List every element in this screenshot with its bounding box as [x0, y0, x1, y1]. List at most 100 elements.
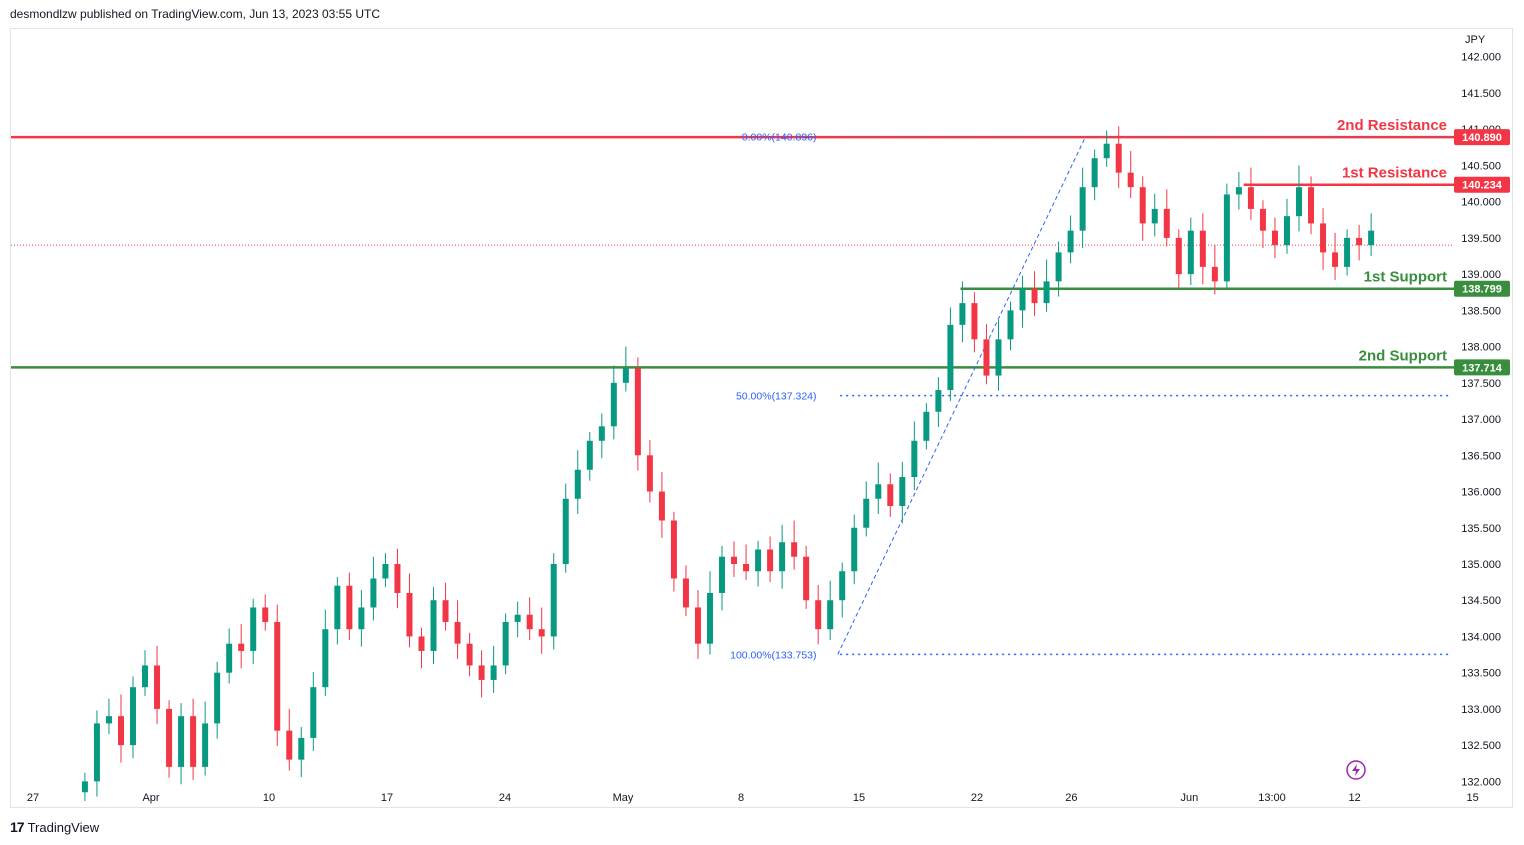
x-tick-label: 10	[263, 792, 275, 804]
candle-body	[454, 621, 461, 644]
candle-body	[1344, 237, 1351, 267]
candle-body	[370, 578, 377, 608]
brand-name: TradingView	[27, 819, 100, 835]
candle-body	[514, 614, 521, 622]
candle-body	[658, 491, 665, 521]
candle-body	[1271, 230, 1278, 246]
candle-body	[154, 665, 161, 709]
candle-body	[875, 484, 882, 499]
candle-body	[634, 368, 641, 456]
x-tick-label: Apr	[142, 792, 159, 804]
candle-body	[298, 737, 305, 760]
y-tick-label: 137.000	[1461, 414, 1501, 426]
candle-body	[1067, 230, 1074, 253]
candle-body	[1175, 237, 1182, 275]
candle-body	[93, 723, 100, 782]
level-badge	[1454, 280, 1510, 297]
y-tick-label: 135.000	[1461, 559, 1501, 571]
level-label: 2nd Support	[1359, 347, 1447, 364]
candle-body	[995, 339, 1002, 376]
candle-body	[899, 477, 906, 507]
level-badge-value: 140.890	[1462, 132, 1502, 144]
candle-body	[382, 563, 389, 579]
x-tick-label: 17	[381, 792, 393, 804]
candle-body	[1103, 143, 1110, 159]
candle-body	[202, 723, 209, 767]
candle-body	[1211, 266, 1218, 282]
x-tick-label: 27	[27, 792, 39, 804]
level-label: 1st Resistance	[1342, 165, 1447, 182]
level-badge-value: 140.234	[1462, 180, 1503, 192]
lightning-icon-glyph	[1352, 764, 1360, 776]
candle-body	[214, 672, 221, 724]
x-tick-label: 8	[738, 792, 744, 804]
candle-body	[586, 440, 593, 470]
level-badge	[1454, 129, 1510, 146]
fib-level-label: 0.00%(140.896)	[742, 132, 817, 144]
lightning-icon	[1346, 760, 1366, 780]
y-tick-label: 135.500	[1461, 523, 1501, 535]
candle-body	[682, 578, 689, 608]
currency-label: JPY	[1465, 34, 1486, 46]
y-tick-label: 140.500	[1461, 160, 1501, 172]
candle-body	[1127, 172, 1134, 188]
candle-body	[791, 542, 798, 557]
y-tick-label: 136.500	[1461, 450, 1501, 462]
candle-body	[418, 636, 425, 651]
fib-level-label: 100.00%(133.753)	[730, 649, 816, 661]
candle-body	[1091, 158, 1098, 188]
candle-body	[706, 592, 713, 644]
candle-body	[1079, 187, 1086, 231]
candle-body	[238, 643, 245, 651]
y-tick-label: 134.500	[1461, 595, 1501, 607]
candle-body	[81, 781, 88, 793]
x-tick-label: May	[613, 792, 634, 804]
candle-body	[887, 484, 894, 507]
candle-body	[1332, 252, 1339, 267]
candle-body	[839, 571, 846, 601]
candle-body	[827, 600, 834, 630]
candle-body	[105, 716, 112, 724]
level-badge-value: 137.714	[1462, 362, 1503, 374]
level-badge-value: 138.799	[1462, 284, 1502, 296]
candle-body	[670, 520, 677, 579]
price-chart[interactable]: 2nd Resistance 1st Resistance 1st Support 2…	[11, 29, 1512, 807]
level-label: 1st Support	[1364, 269, 1447, 286]
x-tick-label: Jun	[1181, 792, 1199, 804]
candle-body	[1235, 187, 1242, 195]
candle-body	[1259, 208, 1266, 231]
chart-frame[interactable]: 2nd Resistance 1st Resistance 1st Support 2…	[10, 28, 1513, 808]
candle-body	[550, 563, 557, 637]
candle-body	[646, 455, 653, 492]
candle-body	[1199, 230, 1206, 267]
candle-body	[971, 303, 978, 340]
candle-body	[983, 339, 990, 376]
candle-body	[863, 498, 870, 528]
level-badge	[1454, 359, 1510, 376]
candle-body	[142, 665, 149, 688]
y-tick-label: 140.000	[1461, 197, 1501, 209]
y-tick-label: 138.500	[1461, 305, 1501, 317]
x-tick-label: 15	[1466, 792, 1478, 804]
fib-trend-line	[837, 136, 1087, 655]
candle-body	[526, 614, 533, 630]
candle-body	[1163, 208, 1170, 238]
candle-body	[923, 411, 930, 441]
candle-body	[178, 716, 185, 767]
candle-body	[478, 665, 485, 680]
candle-body	[394, 563, 401, 593]
candle-body	[250, 607, 257, 651]
y-tick-label: 133.500	[1461, 668, 1501, 680]
candle-body	[226, 643, 233, 673]
candle-body	[466, 643, 473, 666]
y-tick-label: 142.000	[1461, 52, 1501, 64]
x-tick-label: 15	[853, 792, 865, 804]
candle-body	[1247, 187, 1254, 209]
level-label: 2nd Resistance	[1337, 117, 1447, 134]
candle-body	[262, 607, 269, 622]
candle-body	[743, 563, 750, 572]
candle-body	[1223, 194, 1230, 282]
candle-body	[598, 426, 605, 441]
candle-body	[1187, 230, 1194, 275]
candle-body	[406, 592, 413, 637]
